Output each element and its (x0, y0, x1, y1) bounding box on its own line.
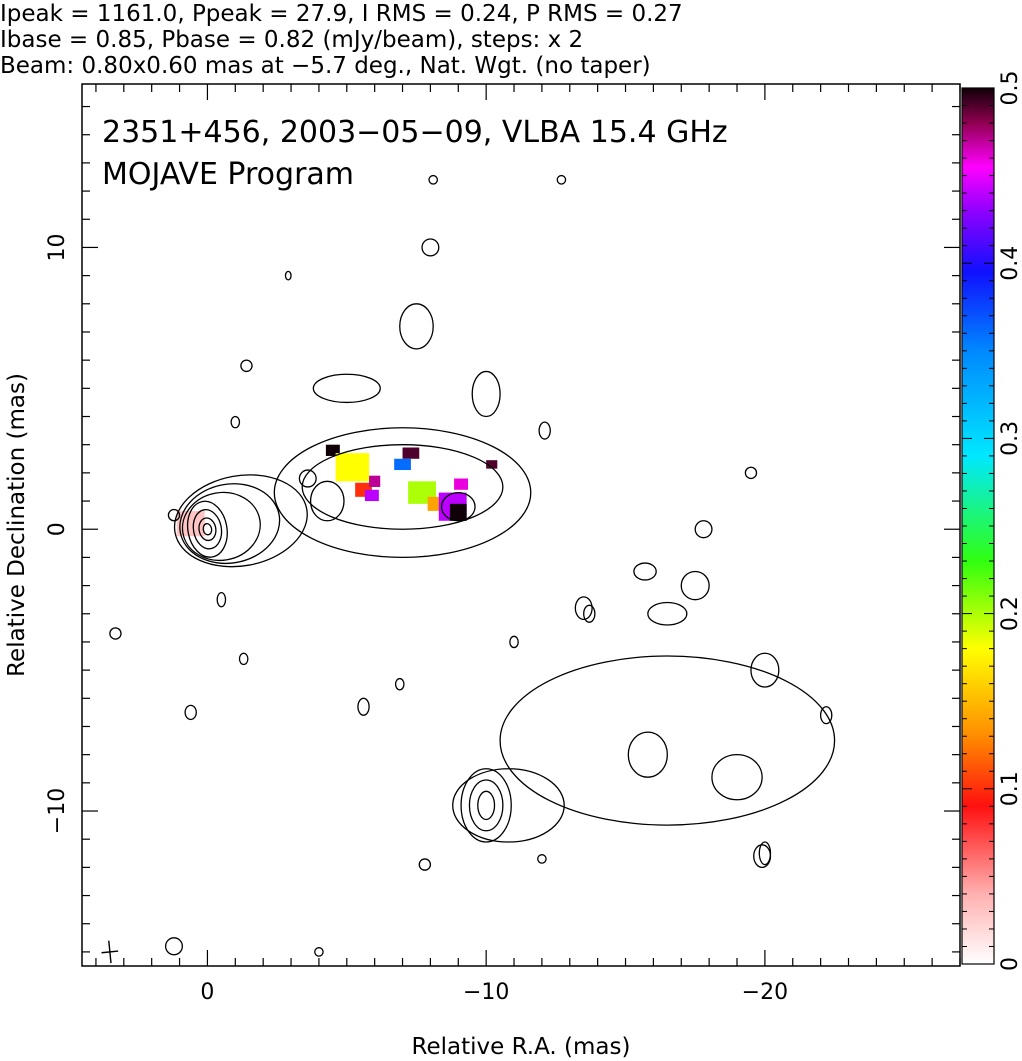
beam-minor-axis (101, 950, 119, 954)
contour-32 (167, 508, 181, 522)
contour-layer (109, 174, 836, 957)
y-tick-label: 10 (45, 233, 70, 261)
contour-40 (216, 591, 227, 608)
contour-27 (694, 520, 713, 539)
contour-10 (440, 491, 476, 522)
contour-12 (399, 303, 434, 350)
plot-label-source: 2351+456, 2003−05−09, VLBA 15.4 GHz (102, 115, 728, 150)
contour-35 (284, 270, 292, 281)
contour-51 (556, 174, 567, 185)
pol-pixel-6 (402, 447, 420, 459)
colorbar-tick-label: 0.4 (998, 246, 1022, 281)
contour-23 (680, 570, 710, 601)
contour-47 (819, 706, 833, 725)
colorbar-ticks: 0 0.1 0.2 0.3 0.4 0.5 (962, 71, 1022, 971)
colorbar-tick-label: 0.5 (998, 71, 1022, 106)
contour-48 (753, 844, 772, 869)
contour-36 (357, 697, 370, 716)
x-tick-label: 0 (200, 980, 214, 1005)
contour-42 (184, 704, 197, 721)
contour-45 (537, 854, 547, 864)
contour-16 (468, 779, 504, 832)
colorbar-tick-label: 0.3 (998, 421, 1022, 456)
contour-20 (627, 731, 668, 778)
contour-3 (202, 522, 213, 536)
contour-22 (750, 652, 780, 688)
contour-14 (421, 238, 440, 257)
contour-39 (109, 627, 122, 640)
contour-34 (240, 359, 253, 373)
y-tick-label: 0 (45, 522, 70, 536)
pol-pixel-13 (486, 460, 498, 469)
plot-frame (81, 83, 961, 967)
contour-49 (418, 858, 432, 871)
contour-26 (633, 562, 657, 581)
contour-18 (452, 768, 565, 843)
contour-44 (509, 635, 519, 649)
contour-7 (273, 427, 532, 559)
colorbar-tick-label: 0 (998, 957, 1022, 971)
contour-28 (744, 466, 758, 480)
x-tick-label: −10 (463, 980, 509, 1005)
contour-0 (186, 500, 228, 558)
contour-46 (583, 604, 596, 623)
pol-pixel-5 (369, 475, 381, 487)
header-line-ipeak: Ipeak = 1161.0, Ppeak = 27.9, I RMS = 0.… (0, 1, 683, 27)
pol-pixel-11 (449, 503, 467, 521)
plot-label-program: MOJAVE Program (102, 157, 354, 192)
contour-17 (477, 790, 496, 821)
axis-ticks: 0 −10 −20 10 0 −10 (45, 84, 961, 1005)
beam-layer (101, 940, 119, 964)
x-axis-title: Relative R.A. (mas) (412, 1034, 631, 1060)
contour-21 (711, 754, 763, 801)
colorbar (961, 87, 995, 965)
contour-30 (538, 421, 551, 440)
contour-9 (309, 480, 345, 522)
pol-pixel-7 (394, 458, 411, 471)
contour-38 (164, 937, 183, 956)
pol-pixel-12 (454, 478, 469, 490)
contour-41 (238, 652, 249, 666)
contour-43 (314, 947, 324, 957)
y-tick-label: −10 (45, 788, 70, 834)
pol-pixel-4 (364, 489, 379, 502)
contour-50 (428, 174, 439, 185)
header-line-ibase: Ibase = 0.85, Pbase = 0.82 (mJy/beam), s… (0, 27, 584, 53)
contour-25 (574, 596, 593, 621)
contour-6 (173, 474, 308, 568)
contour-1 (192, 509, 223, 550)
contour-4 (181, 491, 261, 562)
contour-31 (298, 469, 317, 488)
contour-37 (394, 677, 405, 691)
contour-15 (460, 768, 512, 843)
contour-2 (198, 517, 217, 542)
contour-5 (179, 483, 281, 565)
beam-cross (101, 940, 119, 964)
contour-19 (499, 655, 836, 826)
colorbar-tick-label: 0.2 (998, 596, 1022, 631)
contour-33 (230, 415, 241, 429)
contour-8 (301, 444, 504, 530)
pol-pixel-2 (335, 453, 370, 482)
pol-pixel-1 (325, 444, 340, 456)
polarization-layer (176, 444, 498, 537)
contour-24 (647, 601, 688, 626)
header-line-beam: Beam: 0.80x0.60 mas at −5.7 deg., Nat. W… (0, 53, 651, 79)
contour-11 (312, 373, 381, 404)
y-axis-title: Relative Declination (mas) (4, 373, 30, 677)
colorbar-tick-label: 0.1 (998, 771, 1022, 806)
x-tick-label: −20 (742, 980, 788, 1005)
contour-13 (471, 370, 501, 418)
